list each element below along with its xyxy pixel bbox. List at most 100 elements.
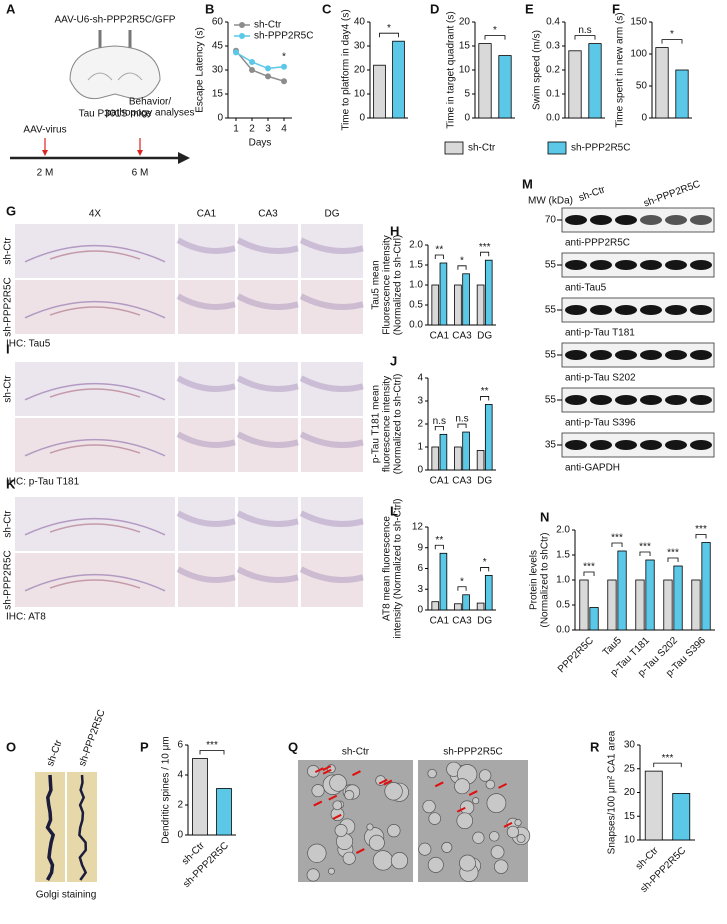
blot-band xyxy=(565,215,587,225)
y-axis-label: AT8 mean fluorescence xyxy=(382,516,393,621)
blot-band xyxy=(690,215,712,225)
mw-value: 55 xyxy=(545,305,557,316)
y-tick-label: 3 xyxy=(417,584,423,595)
significance-bracket xyxy=(667,557,679,562)
bar xyxy=(476,602,485,611)
em-structure xyxy=(384,782,403,801)
x-tick-label: PPP2R5C xyxy=(556,635,596,675)
y-tick-label: 0.5 xyxy=(409,300,423,311)
y-tick-label: 10 xyxy=(624,835,636,846)
antibody-label: anti-p-Tau T181 xyxy=(565,328,635,339)
y-axis-label: (Normalized to shCtr) xyxy=(540,532,551,627)
y-tick-label: 0.2 xyxy=(546,65,560,76)
bar xyxy=(617,550,627,631)
significance-bracket xyxy=(457,265,467,270)
column-header: CA1 xyxy=(197,209,217,220)
bar xyxy=(476,450,485,471)
blot-band xyxy=(615,350,637,360)
bar xyxy=(663,579,673,631)
y-tick-label: 30 xyxy=(212,65,224,76)
y-tick-label: 4 xyxy=(417,373,423,384)
blot-band xyxy=(640,350,662,360)
y-tick-label: 0 xyxy=(177,830,183,841)
blot-band xyxy=(690,305,712,315)
bar xyxy=(431,284,440,326)
blot-band xyxy=(565,305,587,315)
tissue-structure xyxy=(299,431,364,448)
em-structure xyxy=(428,812,441,825)
y-tick-label: 45 xyxy=(212,41,224,52)
bar xyxy=(645,559,655,631)
blot-band xyxy=(615,440,637,450)
tissue-image xyxy=(301,362,363,416)
synapse-arrow xyxy=(503,821,513,828)
column-header: 4X xyxy=(89,209,102,220)
tissue-structure xyxy=(24,573,166,592)
tissue-image xyxy=(178,224,235,278)
y-axis-label: Tau5 mean xyxy=(371,260,382,309)
em-structure xyxy=(332,800,343,811)
bar xyxy=(498,55,512,119)
y-tick-label: 30 xyxy=(624,740,636,751)
y-tick-label: 5 xyxy=(464,89,470,100)
tissue-structure xyxy=(49,388,141,398)
y-axis-label: Protein levels xyxy=(529,550,540,610)
y-tick-label: 20 xyxy=(354,65,366,76)
significance: * xyxy=(483,557,487,568)
legend-label: sh-Ctr xyxy=(468,143,496,154)
group-label: sh-PPP2R5C xyxy=(443,747,502,758)
mice-label: Tau P301S mice xyxy=(79,109,152,120)
tissue-structure xyxy=(236,566,299,583)
tissue-structure xyxy=(299,293,364,310)
y-axis-label: Fluorescence intensity xyxy=(382,235,393,335)
panel-letter: O xyxy=(6,739,16,754)
significance-bracket xyxy=(434,544,444,550)
antibody-label: anti-p-Tau S396 xyxy=(565,418,636,429)
tissue-image xyxy=(301,553,363,607)
mw-label: MW (kDa) xyxy=(528,196,573,207)
y-axis-label: Dendritic spines / 10 μm xyxy=(161,736,172,843)
y-tick-label: 12 xyxy=(412,522,424,533)
y-tick-label: 15 xyxy=(624,811,636,822)
panel-letter: I xyxy=(6,341,10,356)
x-tick-label: CA3 xyxy=(452,331,472,342)
point xyxy=(265,65,271,72)
tissue-structure xyxy=(49,444,141,454)
tissue-structure xyxy=(49,579,141,589)
y-tick-label: 0 xyxy=(417,465,423,476)
bar xyxy=(478,43,492,119)
blot-band xyxy=(615,215,637,225)
bar xyxy=(373,64,386,119)
blot-band xyxy=(615,395,637,405)
blot-band xyxy=(590,440,612,450)
y-axis-label: Escape Latency (s) xyxy=(195,27,206,113)
panel-letter: F xyxy=(612,1,620,16)
panel-letter: H xyxy=(390,223,399,238)
em-structure xyxy=(486,793,507,814)
panel-letter: G xyxy=(6,203,16,218)
y-tick-label: 10 xyxy=(459,65,471,76)
y-tick-label: 100 xyxy=(630,49,647,60)
x-tick-label: Tau5 xyxy=(601,635,624,658)
significance-bracket xyxy=(457,586,467,591)
y-tick-label: 1.5 xyxy=(556,550,570,561)
significance-bracket xyxy=(661,39,683,44)
significance: * xyxy=(493,25,497,36)
y-tick-label: 2 xyxy=(177,800,183,811)
timeline-arrow xyxy=(178,152,190,164)
y-axis-label: p-Tau T181 mean xyxy=(371,385,382,463)
significance-bracket xyxy=(583,571,595,576)
row-label: sh-Ctr xyxy=(3,375,14,403)
blot-band xyxy=(565,260,587,270)
bar xyxy=(672,793,691,841)
x-tick-label: 2 xyxy=(249,124,255,135)
bar xyxy=(691,579,701,631)
em-structure xyxy=(454,778,471,795)
bar xyxy=(588,43,602,119)
bar xyxy=(439,262,448,326)
y-tick-label: 0 xyxy=(217,113,223,124)
analysis-label: pathopogy analyses xyxy=(106,108,195,119)
tissue-structure xyxy=(299,375,364,392)
significance: ** xyxy=(481,386,489,397)
blot-image xyxy=(561,252,715,278)
